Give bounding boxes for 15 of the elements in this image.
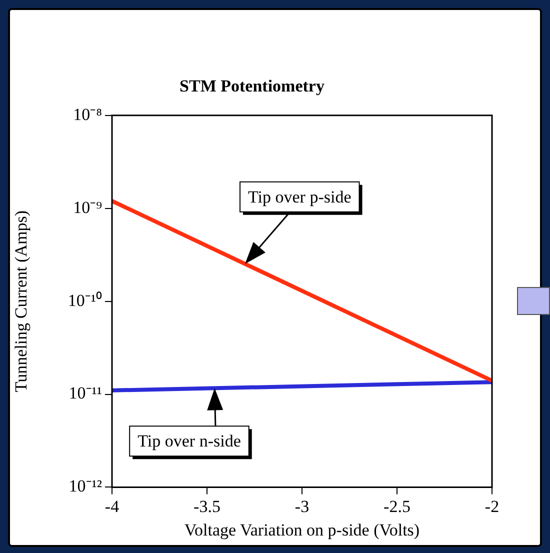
x-tick-label: -2 [484, 496, 500, 516]
y-tick-label: 10⁻¹⁰ [68, 290, 102, 310]
y-tick-label: 10⁻⁸ [73, 104, 102, 124]
y-tick-label: 10⁻¹² [68, 476, 102, 496]
y-tick-label: 10⁻¹¹ [68, 384, 102, 403]
y-axis-title: Tunneling Current (Amps) [12, 210, 31, 392]
annotation: Tip over p-side [248, 187, 352, 206]
x-tick-label: -3 [294, 496, 310, 516]
annotation: Tip over n-side [138, 432, 241, 451]
x-tick-label: -2.5 [384, 496, 410, 516]
x-tick-label: -4 [104, 496, 120, 516]
x-axis-title: Voltage Variation on p-side (Volts) [184, 520, 420, 540]
y-tick-label: 10⁻⁹ [73, 198, 102, 217]
x-tick-label: -3.5 [194, 496, 220, 516]
chart-title: STM Potentiometry [180, 76, 325, 96]
